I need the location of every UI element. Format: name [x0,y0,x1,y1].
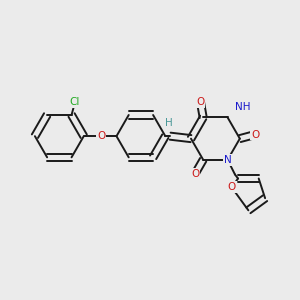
Text: N: N [224,155,232,165]
Text: O: O [227,182,236,192]
Text: NH: NH [235,103,250,112]
Text: Cl: Cl [70,97,80,107]
Text: O: O [196,97,205,107]
Text: O: O [191,169,200,178]
Text: O: O [251,130,259,140]
Text: O: O [97,131,106,141]
Text: H: H [165,118,173,128]
